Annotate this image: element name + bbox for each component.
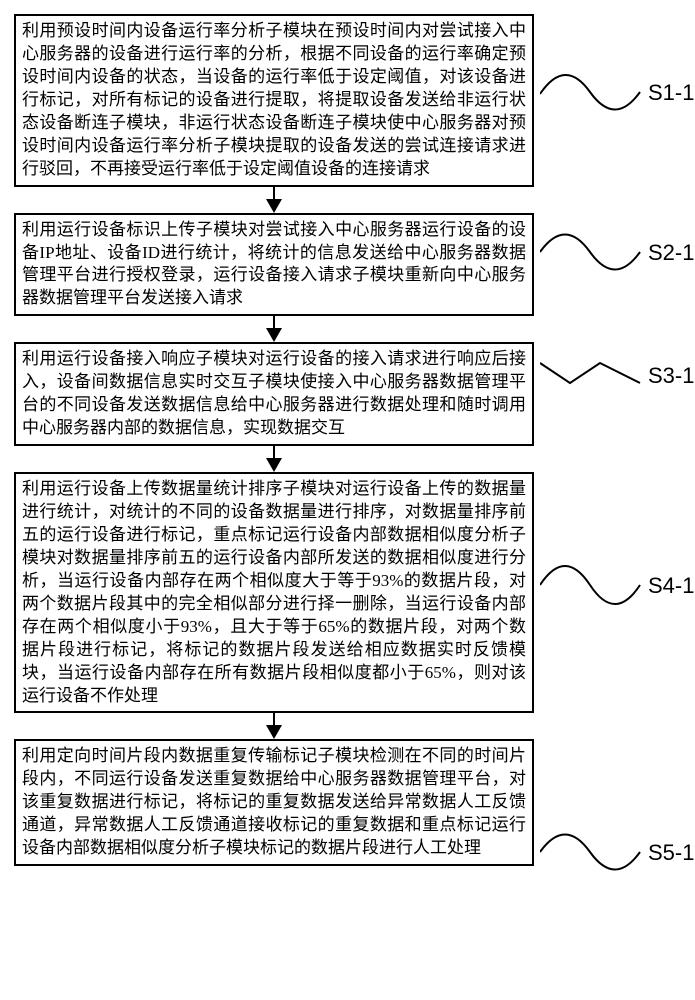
step-text-s2: 利用运行设备标识上传子模块对尝试接入中心服务器运行设备的设备IP地址、设备ID进… [22, 220, 526, 308]
label-connector-s3: S3-1 [540, 345, 690, 405]
arrow-down-icon [266, 458, 282, 472]
step-label-s2: S2-1 [648, 240, 694, 266]
step-label-s5: S5-1 [648, 840, 694, 866]
wave-connector-icon [540, 835, 640, 870]
label-connector-s5: S5-1 [540, 822, 690, 882]
step-label-s1: S1-1 [648, 80, 694, 106]
step-box-s2: 利用运行设备标识上传子模块对尝试接入中心服务器运行设备的设备IP地址、设备ID进… [14, 213, 534, 317]
wave-connector-icon [540, 75, 640, 110]
arrow-stem [273, 446, 275, 458]
step-text-s3: 利用运行设备接入响应子模块对运行设备的接入请求进行响应后接入，设备间数据信息实时… [22, 349, 526, 437]
step-label-s3: S3-1 [648, 363, 694, 389]
step-label-s4: S4-1 [648, 573, 694, 599]
wave-connector-icon [540, 566, 640, 604]
arrow-stem [273, 316, 275, 328]
flowchart-container: 利用预设时间内设备运行率分析子模块在预设时间内对尝试接入中心服务器的设备进行运行… [14, 14, 534, 866]
step-box-s4: 利用运行设备上传数据量统计排序子模块对运行设备上传的数据量进行统计，对统计的不同… [14, 472, 534, 713]
arrow-down-icon [266, 725, 282, 739]
label-connector-s2: S2-1 [540, 222, 690, 282]
label-connector-s1: S1-1 [540, 62, 690, 122]
step-text-s1: 利用预设时间内设备运行率分析子模块在预设时间内对尝试接入中心服务器的设备进行运行… [22, 21, 526, 178]
zigzag-connector-icon [540, 363, 640, 383]
wave-connector-icon [540, 235, 640, 270]
arrow-stem [273, 713, 275, 725]
arrow-down-icon [266, 328, 282, 342]
step-box-s3: 利用运行设备接入响应子模块对运行设备的接入请求进行响应后接入，设备间数据信息实时… [14, 342, 534, 446]
step-box-s5: 利用定向时间片段内数据重复传输标记子模块检测在不同的时间片段内，不同运行设备发送… [14, 739, 534, 866]
step-box-s1: 利用预设时间内设备运行率分析子模块在预设时间内对尝试接入中心服务器的设备进行运行… [14, 14, 534, 187]
arrow-stem [273, 187, 275, 199]
step-text-s4: 利用运行设备上传数据量统计排序子模块对运行设备上传的数据量进行统计，对统计的不同… [22, 479, 526, 704]
arrow-down-icon [266, 199, 282, 213]
label-connector-s4: S4-1 [540, 555, 690, 615]
step-text-s5: 利用定向时间片段内数据重复传输标记子模块检测在不同的时间片段内，不同运行设备发送… [22, 746, 526, 857]
